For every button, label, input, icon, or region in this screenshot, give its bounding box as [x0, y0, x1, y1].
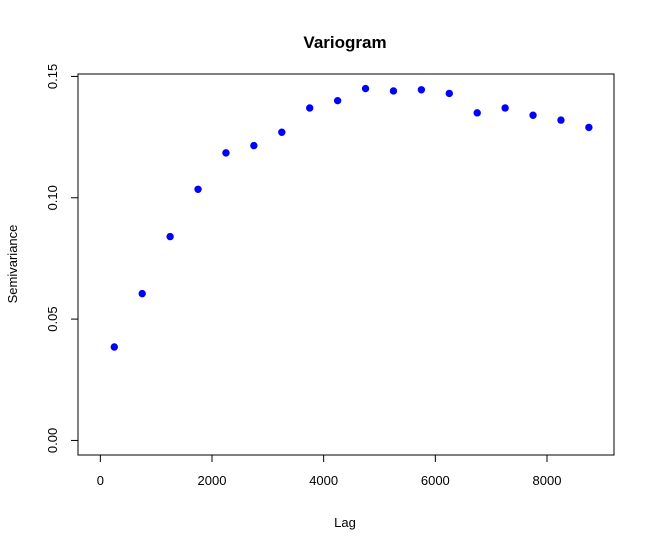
x-tick-label: 8000: [533, 473, 562, 488]
y-axis-label: Semivariance: [5, 225, 20, 304]
data-point: [222, 149, 230, 157]
x-axis-label: Lag: [334, 515, 356, 530]
y-tick-label: 0.00: [45, 428, 60, 453]
data-point: [278, 128, 286, 136]
data-point: [445, 89, 453, 98]
y-tick-label: 0.05: [45, 306, 60, 331]
data-point: [138, 289, 146, 298]
data-point: [333, 96, 342, 105]
x-tick-label: 4000: [309, 473, 338, 488]
y-tick-label: 0.10: [45, 185, 60, 210]
data-points: [110, 84, 593, 351]
data-point: [557, 116, 565, 124]
data-point: [417, 86, 426, 94]
x-tick-label: 2000: [198, 473, 227, 488]
data-point: [166, 232, 174, 241]
x-tick-label: 6000: [421, 473, 450, 488]
data-point: [110, 343, 118, 351]
y-axis: 0.00 0.05 0.10 0.15: [45, 64, 79, 453]
data-point: [501, 104, 509, 112]
data-point: [194, 185, 202, 193]
data-point: [529, 111, 537, 119]
chart-title: Variogram: [303, 33, 386, 52]
x-axis: 0 2000 4000 6000 8000: [97, 454, 562, 488]
data-point: [473, 109, 481, 117]
data-point: [250, 141, 258, 150]
data-point: [389, 87, 398, 95]
y-tick-label: 0.15: [45, 64, 60, 89]
data-point: [585, 123, 593, 132]
plot-frame: [77, 73, 615, 456]
data-point: [361, 84, 370, 93]
x-tick-label: 0: [97, 473, 104, 488]
data-point: [306, 104, 314, 112]
